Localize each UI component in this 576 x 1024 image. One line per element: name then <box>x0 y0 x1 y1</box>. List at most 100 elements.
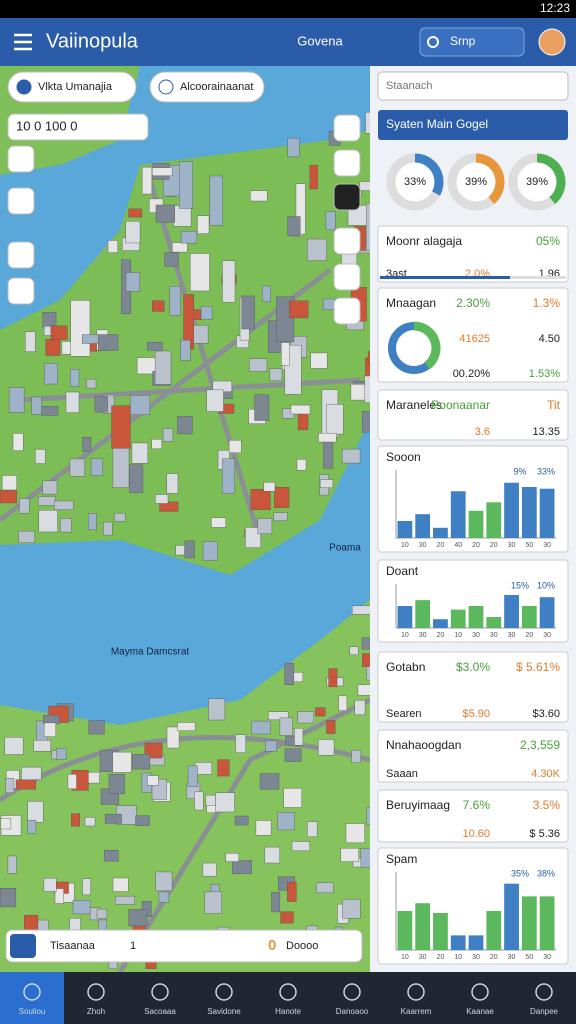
bar <box>397 521 413 538</box>
building <box>206 389 224 412</box>
x-tick-label: 10 <box>401 632 409 639</box>
nav-icon[interactable] <box>23 983 41 1001</box>
region-name[interactable]: Govena <box>297 33 343 48</box>
building <box>25 331 36 352</box>
layer-button[interactable] <box>333 263 361 291</box>
nav-label[interactable]: Souliou <box>19 1007 46 1016</box>
layer-button[interactable] <box>333 297 361 325</box>
building <box>60 518 72 533</box>
map-tool[interactable] <box>7 277 35 305</box>
bar <box>415 600 431 628</box>
building <box>155 494 169 504</box>
bottom-action[interactable]: Doooo <box>286 940 318 952</box>
search-box[interactable] <box>377 71 569 101</box>
building <box>71 813 81 827</box>
building <box>184 540 195 559</box>
menu-icon[interactable] <box>14 33 32 51</box>
building <box>342 899 361 919</box>
bar <box>504 595 519 628</box>
map-tool[interactable] <box>7 187 35 215</box>
chart-title: Sooon <box>386 450 421 464</box>
bar <box>468 935 484 950</box>
nav-icon[interactable] <box>151 983 169 1001</box>
nav-label[interactable]: Zhoh <box>87 1007 105 1016</box>
chip-icon <box>16 79 32 95</box>
section-header[interactable] <box>378 110 568 140</box>
building <box>158 891 170 903</box>
map[interactable] <box>0 66 387 972</box>
map-tool[interactable] <box>7 241 35 269</box>
card-text: Poonaanar <box>431 398 490 412</box>
card-text: Tit <box>547 398 561 412</box>
building <box>33 740 51 752</box>
building <box>315 707 326 717</box>
building <box>12 433 24 451</box>
layer-button[interactable] <box>333 227 361 255</box>
building <box>290 404 311 415</box>
building <box>357 684 370 696</box>
building <box>367 351 370 365</box>
building <box>287 882 297 902</box>
layer-button[interactable] <box>333 149 361 177</box>
building <box>151 439 162 450</box>
nav-label[interactable]: Kaanae <box>466 1007 494 1016</box>
building <box>43 877 57 892</box>
building <box>141 166 153 195</box>
bar <box>468 510 484 538</box>
locate-button[interactable] <box>10 934 36 958</box>
nav-icon[interactable] <box>343 983 361 1001</box>
nav-label[interactable]: Savidone <box>207 1007 241 1016</box>
layer-button[interactable] <box>333 114 361 142</box>
nav-icon[interactable] <box>87 983 105 1001</box>
layer-button[interactable] <box>333 183 361 211</box>
x-tick-label: 30 <box>543 632 551 639</box>
card-text: Maraneles <box>386 398 442 412</box>
map-chip[interactable] <box>149 71 265 103</box>
nav-icon[interactable] <box>535 983 553 1001</box>
x-tick-label: 20 <box>490 954 498 961</box>
nav-icon[interactable] <box>215 983 233 1001</box>
building <box>177 416 193 435</box>
card-text: 3.6 <box>475 426 490 438</box>
nav-icon[interactable] <box>279 983 297 1001</box>
building <box>264 846 280 864</box>
building <box>294 728 304 746</box>
nav-icon[interactable] <box>471 983 489 1001</box>
x-tick-label: 20 <box>437 954 445 961</box>
building <box>364 375 370 403</box>
scale-chip <box>7 113 149 141</box>
map-tool[interactable] <box>7 145 35 173</box>
nav-label[interactable]: Hanote <box>275 1007 301 1016</box>
building <box>45 339 61 356</box>
building <box>263 482 276 492</box>
nav-label[interactable]: Sacoaaa <box>144 1007 176 1016</box>
building <box>88 720 105 735</box>
nav-label[interactable]: Danoaoo <box>336 1007 369 1016</box>
building <box>209 175 223 226</box>
building <box>72 900 91 915</box>
building <box>129 395 151 415</box>
building <box>352 605 370 615</box>
building <box>5 778 15 794</box>
nav-label[interactable]: Danpee <box>530 1007 559 1016</box>
section-title: Syaten Main Gogel <box>386 117 488 131</box>
avatar[interactable] <box>538 28 566 56</box>
map-chip[interactable] <box>7 71 137 103</box>
chart-annotation: 33% <box>537 466 555 476</box>
building <box>173 205 192 227</box>
bar <box>433 527 448 538</box>
x-tick-label: 10 <box>401 542 409 549</box>
x-tick-label: 20 <box>472 542 480 549</box>
card-text: $5.90 <box>462 708 490 720</box>
nav-icon[interactable] <box>407 983 425 1001</box>
building <box>179 161 194 209</box>
building <box>0 818 12 830</box>
x-tick-label: 20 <box>490 542 498 549</box>
building <box>50 325 68 340</box>
bar <box>397 606 413 628</box>
nav-label[interactable]: Kaarrem <box>401 1007 432 1016</box>
building <box>221 458 235 494</box>
search-button[interactable] <box>419 27 525 57</box>
search-placeholder: Staanach <box>386 80 432 92</box>
building <box>234 815 249 826</box>
